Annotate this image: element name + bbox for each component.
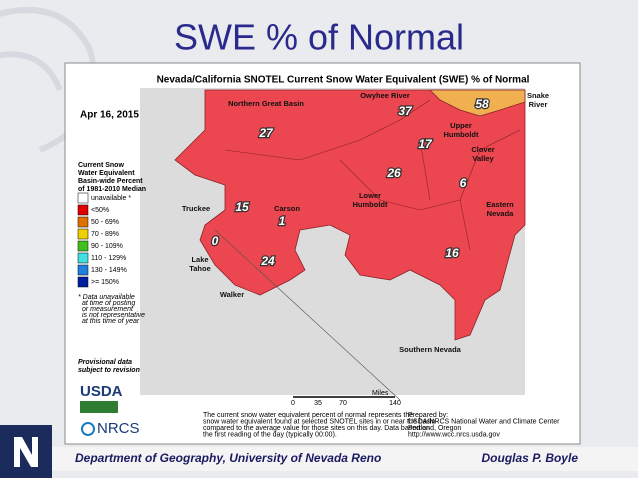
scale-tick: 140 [389,400,401,407]
prepared-by: USDA/NRCS National Water and Climate Cen… [408,418,560,425]
legend-label: 70 - 89% [91,231,119,238]
legend-swatch [77,240,89,252]
region-label: Carson [274,204,300,213]
footnote: at time of posting [82,300,135,307]
legend-title: Current Snow [78,162,124,169]
region-label: River [529,100,548,109]
logo-n [14,437,38,467]
region-value: 17 [418,137,433,151]
legend-swatch [77,192,89,204]
usda-logo: USDA [80,383,123,400]
footer-right: Douglas P. Boyle [482,451,579,465]
legend-swatch [77,252,89,264]
legend-swatch [77,264,89,276]
provisional-note: Provisional data [78,359,132,366]
footer-left: Department of Geography, University of N… [75,451,381,465]
caption: the first reading of the day (typically … [203,431,337,438]
basin-area [174,89,526,341]
legend-swatch [77,276,89,288]
usda-logo-bar [80,401,118,413]
legend-title: Water Equivalent [78,170,135,177]
footnote: * Data unavailable [78,294,135,301]
legend-label: 130 - 149% [91,267,127,274]
region-label: Nevada [487,209,515,218]
region-label: Walker [220,290,244,299]
legend-title: Basin-wide Percent [78,178,143,185]
region-label: Valley [472,154,494,163]
slide-title: SWE % of Normal [174,17,464,58]
region-value: 26 [386,166,401,180]
prepared-by: http://www.wcc.nrcs.usda.gov [408,431,500,438]
region-label: Snake [527,91,549,100]
region-label: Clover [471,145,494,154]
scale-tick: 0 [291,400,295,407]
caption: snow water equivalent found at selected … [203,418,436,425]
region-value: 27 [258,126,274,140]
region-value: 37 [398,104,413,118]
caption: The current snow water equivalent percen… [203,412,413,419]
legend-label: unavailable * [91,195,131,202]
prepared-by: Portland, Oregon [408,425,461,432]
region-value: 24 [260,254,275,268]
state-border [214,229,401,401]
legend-swatch [77,204,89,216]
region-label: Lake [191,255,208,264]
region-value: 6 [460,176,467,190]
legend-label: 90 - 109% [91,243,123,250]
region-label: Humboldt [444,130,479,139]
legend-label: 110 - 129% [91,255,126,262]
region-label: Owyhee River [360,91,410,100]
region-value: 16 [445,246,459,260]
scale-tick: 70 [339,400,347,407]
legend-swatch [77,228,89,240]
footnote: or measurement [82,306,134,313]
footnote: at this time of year [82,318,140,325]
region-label: Southern Nevada [399,345,462,354]
region-label: Humboldt [353,200,388,209]
basin-area-orange [429,89,526,117]
region-label: Truckee [182,204,210,213]
legend-label: 50 - 69% [91,219,119,226]
scale-tick: 35 [314,400,322,407]
nrcs-logo: NRCS [97,420,140,437]
legend-swatch [77,216,89,228]
provisional-note: subject to revision [78,367,140,374]
region-value: 0 [212,234,219,248]
region-label: Tahoe [189,264,211,273]
footnote: is not representative [82,312,145,319]
footer-bar [0,447,638,471]
caption: compared to the average value for those … [203,425,430,432]
scale-label: Miles [372,390,389,397]
prepared-by: Prepared by: [408,412,448,419]
region-value: 1 [279,214,286,228]
region-value: 58 [475,97,489,111]
legend-label: <50% [91,207,109,214]
nrcs-drop [81,422,95,436]
legend-title: of 1981-2010 Median [78,186,146,193]
legend-label: >= 150% [91,279,119,286]
basin-borders [224,99,521,251]
map-title: Nevada/California SNOTEL Current Snow Wa… [157,75,530,86]
region-value: 15 [235,200,249,214]
region-label: Northern Great Basin [228,99,304,108]
region-label: Upper [450,121,472,130]
region-label: Lower [359,191,381,200]
region-label: Eastern [486,200,514,209]
map-date: Apr 16, 2015 [80,110,139,121]
